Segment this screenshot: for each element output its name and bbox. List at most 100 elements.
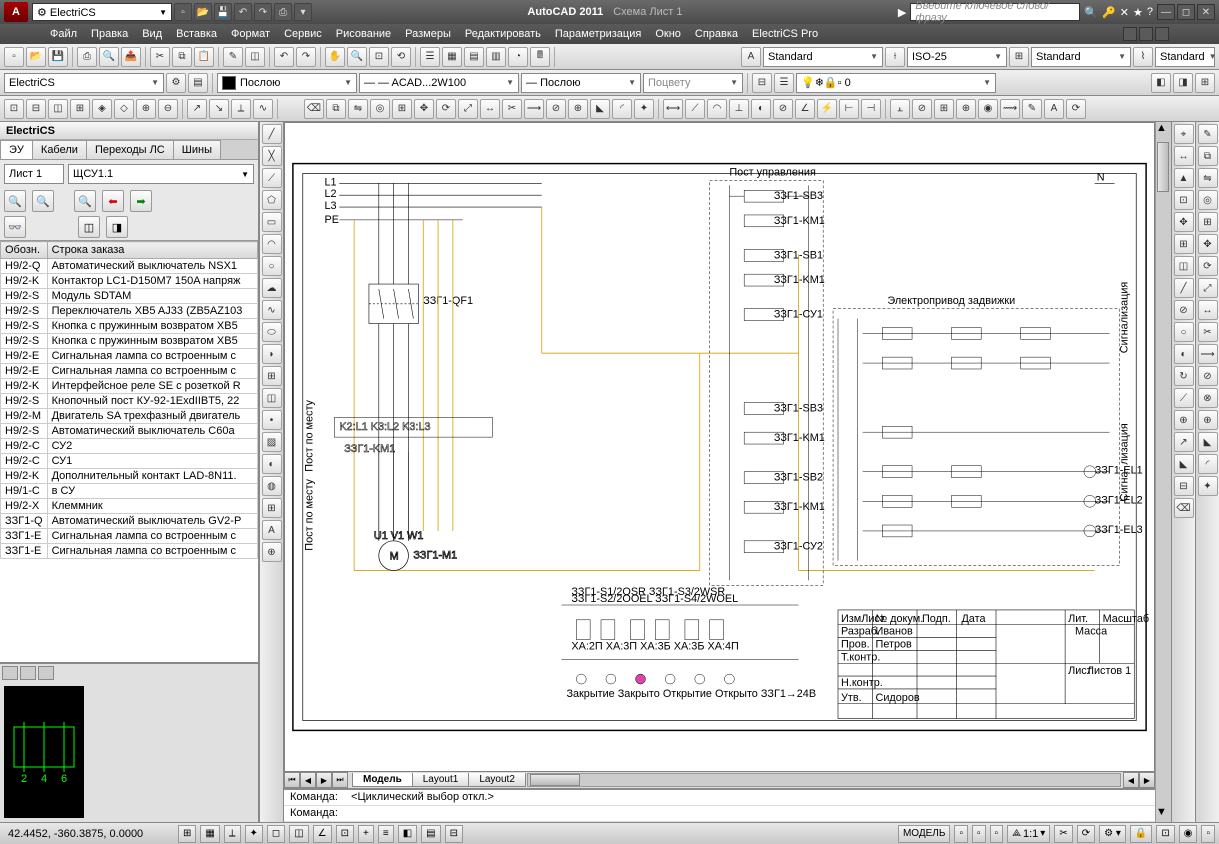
rect-icon[interactable]: ▭ (262, 212, 282, 232)
new-doc-icon[interactable]: ▫ (4, 47, 24, 67)
status-qvd-icon[interactable]: ▫ (990, 825, 1004, 843)
ml-style-icon[interactable]: ⌇ (1133, 47, 1153, 67)
model-button[interactable]: МОДЕЛЬ (898, 825, 950, 843)
panel-btn-find2[interactable]: 🔍 (32, 190, 54, 212)
mdi-minimize[interactable] (1123, 27, 1137, 41)
zoom-rt-icon[interactable]: 🔍 (347, 47, 367, 67)
r2-extend-icon[interactable]: ⟶ (1198, 344, 1218, 364)
preview-tab-1[interactable] (2, 666, 18, 680)
dim-cont-icon[interactable]: ⊣ (861, 99, 881, 119)
r1-icon-14[interactable]: ⊕ (1174, 410, 1194, 430)
help-icon[interactable]: ? (1147, 6, 1153, 18)
addsel-icon[interactable]: ⊕ (262, 542, 282, 562)
table-style-dropdown[interactable]: Standard▼ (1031, 47, 1131, 67)
maximize-button[interactable]: ◻ (1177, 4, 1195, 20)
spline-icon[interactable]: ∿ (262, 300, 282, 320)
save-doc-icon[interactable]: 💾 (48, 47, 68, 67)
match-icon[interactable]: ✎ (223, 47, 243, 67)
qat-more-icon[interactable]: ▾ (294, 3, 312, 21)
menu-tools[interactable]: Сервис (284, 28, 322, 40)
sheet-tab-model[interactable]: Модель (352, 773, 413, 787)
dim-jog-icon[interactable]: ⟿ (1000, 99, 1020, 119)
mod-copy-icon[interactable]: ⧉ (326, 99, 346, 119)
r1-icon-4[interactable]: ⊡ (1174, 190, 1194, 210)
table-row[interactable]: ЗЗГ1-QАвтоматический выключатель GV2-P (1, 514, 258, 529)
mod-array-icon[interactable]: ⊞ (392, 99, 412, 119)
app-logo[interactable]: A (4, 2, 28, 22)
r2-array-icon[interactable]: ⊞ (1198, 212, 1218, 232)
table-row[interactable]: H9/2-SАвтоматический выключатель C60a (1, 424, 258, 439)
layer-props-icon[interactable]: ⚙ (166, 73, 186, 93)
hscroll-thumb[interactable] (530, 774, 580, 786)
ellipsearc-icon[interactable]: ◗ (262, 344, 282, 364)
r1-icon-8[interactable]: ╱ (1174, 278, 1194, 298)
ortho-icon[interactable]: ⟂ (224, 825, 241, 843)
command-input[interactable]: Команда: (284, 806, 1155, 822)
col-order[interactable]: Строка заказа (47, 242, 257, 259)
r2-erase-icon[interactable]: ✎ (1198, 124, 1218, 144)
r1-icon-10[interactable]: ○ (1174, 322, 1194, 342)
menu-modify[interactable]: Редактировать (465, 28, 541, 40)
dim-insp-icon[interactable]: ◉ (978, 99, 998, 119)
dim-aligned-icon[interactable]: ⟋ (685, 99, 705, 119)
el-icon-3[interactable]: ◫ (48, 99, 68, 119)
table-row[interactable]: H9/2-XКлеммник (1, 499, 258, 514)
layer-manager-icon[interactable]: ⊟ (752, 73, 772, 93)
quickcalc-icon[interactable]: 🖩 (530, 47, 550, 67)
table-row[interactable]: H9/2-SКнопка с пружинным возвратом XB5 (1, 334, 258, 349)
dim-ang-icon[interactable]: ∠ (795, 99, 815, 119)
r2-break2-icon[interactable]: ⊗ (1198, 388, 1218, 408)
mod-mirror-icon[interactable]: ⇋ (348, 99, 368, 119)
annoscale-button[interactable]: ⟁ 1:1 ▾ (1007, 825, 1050, 843)
revcloud-icon[interactable]: ☁ (262, 278, 282, 298)
ws-button[interactable]: ⚙ ▾ (1099, 825, 1126, 843)
el-icon-1[interactable]: ⊡ (4, 99, 24, 119)
menu-parametric[interactable]: Параметризация (555, 28, 641, 40)
col-designation[interactable]: Обозн. (1, 242, 48, 259)
vscroll-down-icon[interactable]: ▼ (1156, 806, 1171, 822)
el-icon-10[interactable]: ↘ (209, 99, 229, 119)
dyn-icon[interactable]: + (358, 825, 374, 843)
r2-move-icon[interactable]: ✥ (1198, 234, 1218, 254)
dim-center-icon[interactable]: ⊕ (956, 99, 976, 119)
exchange-icon[interactable]: ✕ (1120, 6, 1129, 19)
arc-icon[interactable]: ◠ (262, 234, 282, 254)
r1-icon-1[interactable]: ⌖ (1174, 124, 1194, 144)
r2-join-icon[interactable]: ⊕ (1198, 410, 1218, 430)
dim-style-dropdown[interactable]: ISO-25▼ (907, 47, 1007, 67)
insert-icon[interactable]: ⊞ (262, 366, 282, 386)
el-icon-11[interactable]: ⟂ (231, 99, 251, 119)
line-icon[interactable]: ╱ (262, 124, 282, 144)
r2-break1-icon[interactable]: ⊘ (1198, 366, 1218, 386)
dim-break-icon[interactable]: ⊘ (912, 99, 932, 119)
dim-arc-icon[interactable]: ◠ (707, 99, 727, 119)
table-row[interactable]: H9/2-MДвигатель SA трехфазный двигатель (1, 409, 258, 424)
osnap-icon[interactable]: ◻ (267, 825, 285, 843)
region-icon[interactable]: ◍ (262, 476, 282, 496)
favorite-icon[interactable]: ★ (1133, 6, 1143, 19)
r1-icon-9[interactable]: ⊘ (1174, 300, 1194, 320)
mod-explode-icon[interactable]: ✦ (634, 99, 654, 119)
mod-rotate-icon[interactable]: ⟳ (436, 99, 456, 119)
menu-window[interactable]: Окно (655, 28, 681, 40)
panel-btn-find3[interactable]: 🔍 (74, 190, 96, 212)
cleanscreen-icon[interactable]: ▫ (1201, 825, 1215, 843)
sheet-label-input[interactable]: Лист 1 (4, 164, 64, 184)
table-row[interactable]: H9/2-EСигнальная лампа со встроенным с (1, 349, 258, 364)
toolbar-lock-icon[interactable]: 🔒 (1130, 825, 1152, 843)
markup-icon[interactable]: ◔ (508, 47, 528, 67)
mod-extend-icon[interactable]: ⟶ (524, 99, 544, 119)
layer-state-dropdown[interactable]: 💡❄🔒▫ 0▼ (796, 73, 996, 93)
hscroll-left-icon[interactable]: ◀ (1123, 772, 1139, 788)
drawing-canvas[interactable]: L1 L2 L3 PE N (285, 123, 1154, 771)
el-icon-4[interactable]: ⊞ (70, 99, 90, 119)
properties-icon[interactable]: ☰ (420, 47, 440, 67)
mdi-close[interactable] (1155, 27, 1169, 41)
table-row[interactable]: H9/2-EСигнальная лампа со встроенным с (1, 364, 258, 379)
tab-prev-icon[interactable]: ◀ (300, 772, 316, 788)
hardware-icon[interactable]: ⊡ (1156, 825, 1174, 843)
polar-icon[interactable]: ✦ (245, 825, 263, 843)
dim-base-icon[interactable]: ⊢ (839, 99, 859, 119)
print-icon[interactable]: ⎙ (274, 3, 292, 21)
mod-fillet-icon[interactable]: ◜ (612, 99, 632, 119)
